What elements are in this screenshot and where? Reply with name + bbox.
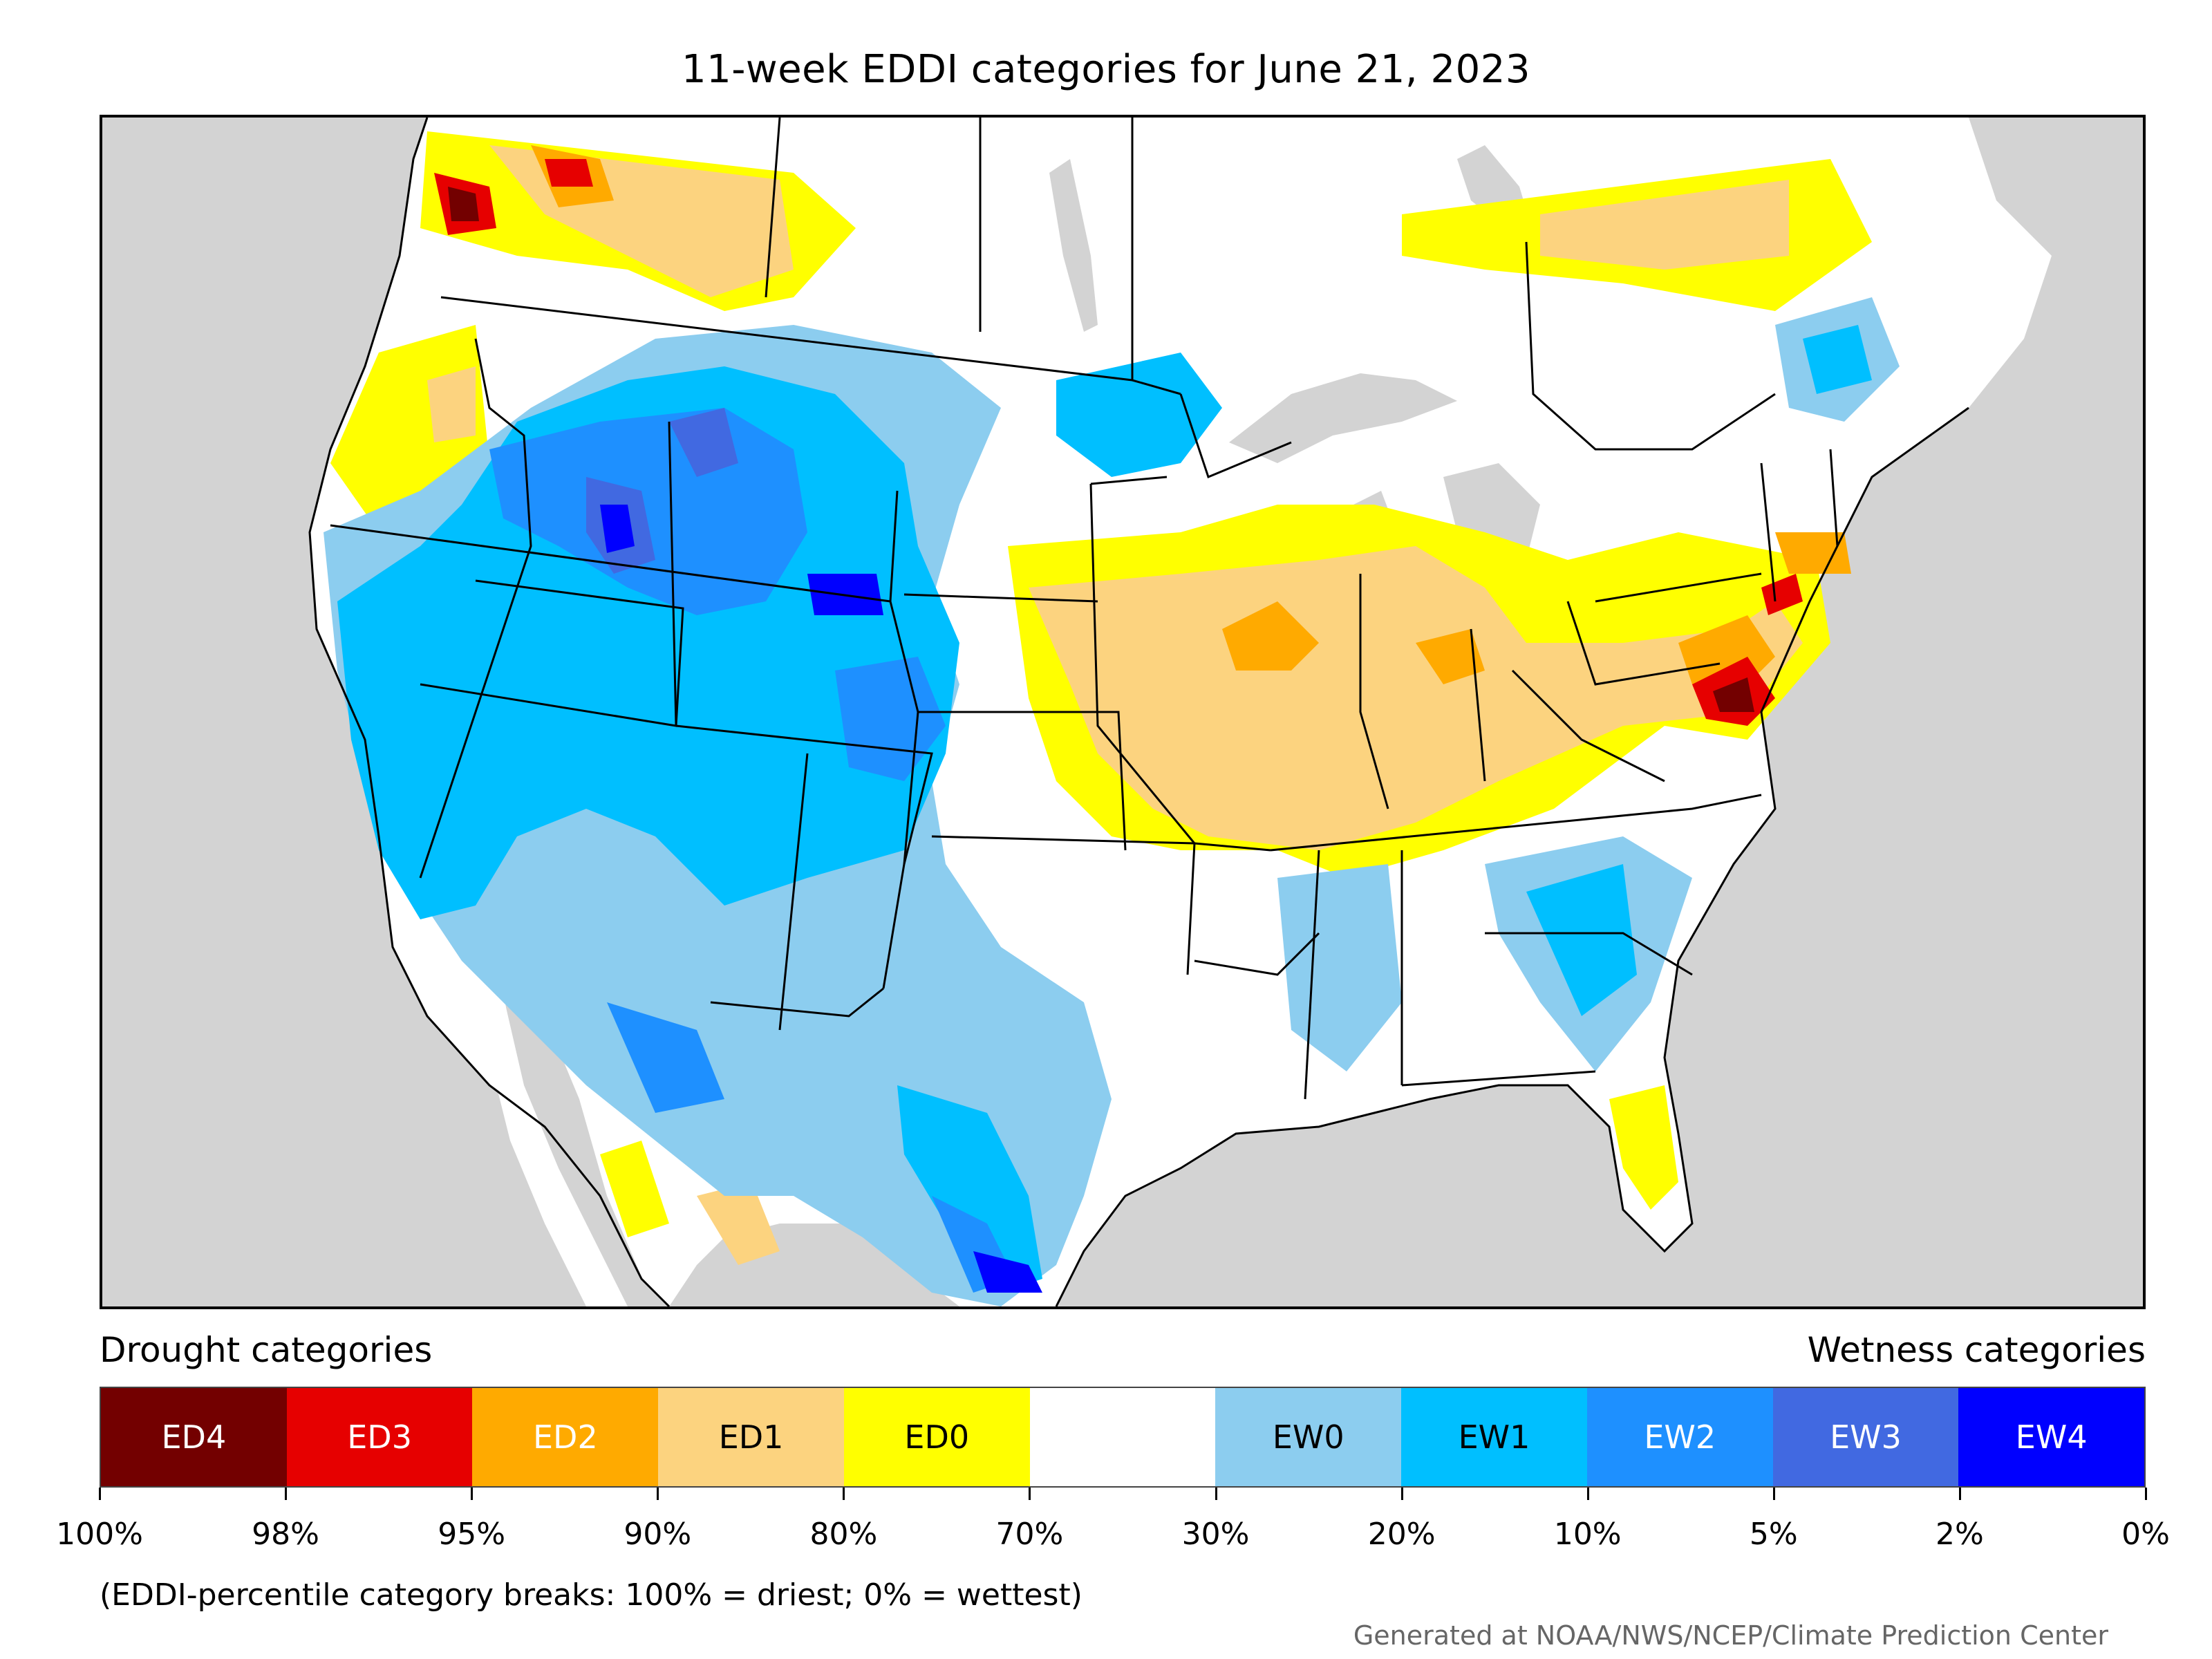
baja-land <box>476 975 628 1306</box>
colorbar-tick <box>99 1488 101 1500</box>
colorbar-segment: EW3 <box>1772 1388 1959 1486</box>
colorbar-segment: ED3 <box>286 1388 473 1486</box>
colorbar-tick <box>1586 1488 1589 1500</box>
colorbar-segment: EW0 <box>1215 1388 1402 1486</box>
colorbar-tick <box>843 1488 845 1500</box>
category-breaks-note: (EDDI-percentile category breaks: 100% =… <box>100 1577 1082 1613</box>
colorbar-segment: ED1 <box>658 1388 844 1486</box>
wetness-categories-title: Wetness categories <box>1807 1330 2146 1370</box>
colorbar-tick-label: 5% <box>1749 1517 1798 1552</box>
colorbar-tick <box>657 1488 659 1500</box>
category-colorbar: ED4 ED3 ED2 ED1 ED0 EW0 EW1 EW2 EW3 EW4 <box>100 1387 2146 1488</box>
credit-text: Generated at NOAA/NWS/NCEP/Climate Predi… <box>1353 1620 2108 1651</box>
colorbar-segment: EW1 <box>1401 1388 1587 1486</box>
colorbar-segment: ED2 <box>472 1388 659 1486</box>
eddi-map <box>100 115 2146 1309</box>
colorbar-tick-label: 0% <box>2121 1517 2170 1552</box>
colorbar-tick-label: 98% <box>252 1517 319 1552</box>
map-title: 11-week EDDI categories for June 21, 202… <box>681 47 1531 92</box>
colorbar-ticks <box>99 1488 2147 1508</box>
colorbar-tick <box>1958 1488 1961 1500</box>
colorbar-segment: ED0 <box>843 1388 1030 1486</box>
colorbar-segment: EW2 <box>1586 1388 1773 1486</box>
colorbar-tick <box>2145 1488 2147 1500</box>
drought-categories-title: Drought categories <box>100 1330 433 1370</box>
colorbar-tick <box>285 1488 288 1500</box>
colorbar-tick-label: 80% <box>809 1517 878 1552</box>
gulf-of-california <box>503 988 648 1306</box>
colorbar-tick-label: 70% <box>995 1517 1064 1552</box>
colorbar-tick-label: 30% <box>1181 1517 1250 1552</box>
colorbar-tick-label: 100% <box>56 1517 143 1552</box>
coastline <box>308 118 671 1306</box>
colorbar-tick <box>1215 1488 1217 1500</box>
gulf-coast <box>1055 406 1969 1306</box>
drought-areas <box>330 131 1872 1265</box>
colorbar-segment <box>1029 1388 1216 1486</box>
colorbar-tick <box>471 1488 474 1500</box>
colorbar-segment: EW4 <box>1958 1388 2145 1486</box>
lake-superior <box>1229 373 1457 463</box>
colorbar-tick <box>1400 1488 1403 1500</box>
lake-winnipeg <box>1049 159 1098 332</box>
map-canvas <box>308 118 2052 1306</box>
colorbar-segment: ED4 <box>101 1388 287 1486</box>
colorbar-tick-label: 90% <box>624 1517 692 1552</box>
colorbar-tick-label: 2% <box>1936 1517 1984 1552</box>
state-borders <box>330 118 1839 1100</box>
colorbar-tick-label: 10% <box>1553 1517 1622 1552</box>
colorbar-tick-label: 20% <box>1367 1517 1436 1552</box>
colorbar-tick-label: 95% <box>438 1517 506 1552</box>
colorbar-tick <box>1029 1488 1031 1500</box>
colorbar-tick <box>1772 1488 1775 1500</box>
